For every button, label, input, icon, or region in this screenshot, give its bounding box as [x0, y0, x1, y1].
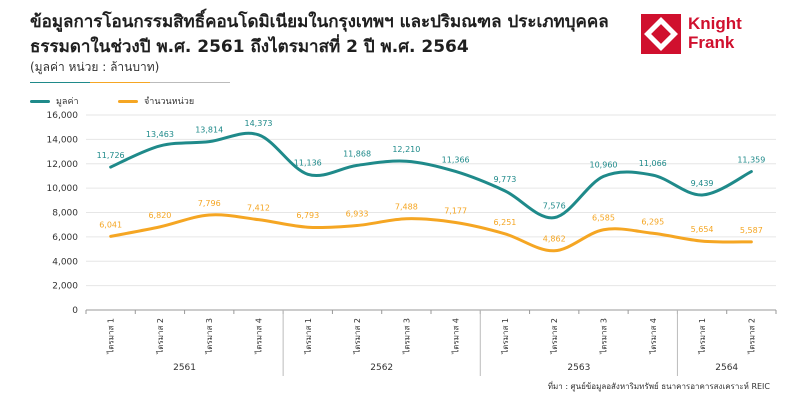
units-data-label: 6,793: [296, 211, 319, 220]
x-tick-label: ไตรมาส 4: [452, 318, 461, 355]
value-data-label: 12,210: [392, 145, 420, 154]
y-tick-label: 8,000: [52, 209, 78, 219]
logo-line-1: Knight: [688, 14, 742, 33]
value-data-label: 13,463: [146, 130, 174, 139]
units-data-label: 6,295: [641, 217, 664, 226]
units-data-label: 7,177: [444, 207, 467, 216]
chart-title: ข้อมูลการโอนกรรมสิทธิ์คอนโดมิเนียมในกรุง…: [30, 12, 609, 57]
value-data-label: 11,868: [343, 149, 371, 158]
units-data-label: 5,654: [691, 225, 714, 234]
header-rule-orange: [90, 82, 150, 83]
x-tick-label: ไตรมาส 1: [501, 318, 510, 355]
x-tick-label: ไตรมาส 1: [107, 318, 116, 355]
value-data-label: 13,814: [195, 126, 223, 135]
x-tick-label: ไตรมาส 1: [698, 318, 707, 355]
x-group-label: 2564: [715, 363, 738, 373]
legend-item-units: จำนวนหน่วย: [118, 94, 194, 108]
logo-line-2: Frank: [688, 33, 735, 52]
units-data-label: 7,488: [395, 203, 418, 212]
legend-label-value: มูลค่า: [56, 97, 79, 107]
legend-item-value: มูลค่า: [30, 94, 79, 108]
units-data-label: 6,933: [346, 210, 369, 219]
value-data-label: 9,439: [691, 179, 714, 188]
units-data-label: 4,862: [543, 235, 566, 244]
x-tick-label: ไตรมาส 2: [353, 318, 362, 355]
y-tick-label: 2,000: [52, 282, 78, 292]
y-tick-label: 16,000: [47, 111, 79, 121]
x-tick-label: ไตรมาส 4: [649, 318, 658, 355]
y-tick-label: 0: [72, 306, 78, 316]
value-data-label: 11,066: [639, 159, 667, 168]
units-series-line: [109, 213, 753, 253]
x-group-label: 2562: [370, 363, 393, 373]
units-data-label: 7,796: [198, 199, 221, 208]
chart-subtitle: (มูลค่า หน่วย : ล้านบาท): [30, 60, 160, 74]
source-note: ที่มา : ศูนย์ข้อมูลอสังหาริมทรัพย์ ธนาคา…: [547, 382, 770, 391]
value-data-label: 14,373: [245, 119, 273, 128]
value-data-label: 7,576: [543, 202, 566, 211]
x-group-label: 2561: [173, 363, 196, 373]
y-tick-label: 12,000: [47, 160, 79, 170]
value-data-label: 11,366: [442, 155, 470, 164]
knight-frank-wordmark: Knight Frank: [688, 14, 742, 52]
value-series-line: [109, 131, 753, 220]
units-data-label: 6,251: [493, 218, 516, 227]
value-data-label: 11,136: [294, 158, 322, 167]
x-tick-label: ไตรมาส 4: [255, 318, 264, 355]
units-data-label: 6,041: [99, 220, 122, 229]
y-tick-label: 6,000: [52, 233, 78, 243]
header-rule-teal: [30, 82, 90, 83]
y-tick-label: 10,000: [47, 184, 79, 194]
x-tick-label: ไตรมาส 3: [600, 318, 609, 355]
legend-label-units: จำนวนหน่วย: [144, 97, 195, 107]
value-data-label: 9,773: [493, 175, 516, 184]
units-data-label: 7,412: [247, 204, 270, 213]
legend-swatch-value: [30, 99, 50, 103]
knight-frank-logo: Knight Frank: [641, 14, 781, 54]
knight-frank-logo-mark: [641, 14, 681, 54]
x-tick-label: ไตรมาส 2: [156, 318, 165, 355]
units-data-label: 6,585: [592, 214, 615, 223]
x-tick-label: ไตรมาส 3: [205, 318, 214, 355]
value-data-label: 11,726: [97, 151, 125, 160]
x-tick-label: ไตรมาส 1: [304, 318, 313, 355]
units-data-label: 6,820: [148, 211, 171, 220]
units-data-label: 5,587: [740, 226, 763, 235]
x-tick-label: ไตรมาส 2: [747, 318, 756, 355]
header-rule-gray: [150, 82, 230, 83]
x-tick-label: ไตรมาส 3: [402, 318, 411, 355]
y-tick-label: 14,000: [47, 135, 79, 145]
value-data-label: 10,960: [590, 160, 618, 169]
x-tick-label: ไตรมาส 2: [550, 318, 559, 355]
legend-swatch-units: [118, 99, 138, 103]
x-group-label: 2563: [567, 363, 590, 373]
value-data-label: 11,359: [737, 156, 765, 165]
y-tick-label: 4,000: [52, 257, 78, 267]
